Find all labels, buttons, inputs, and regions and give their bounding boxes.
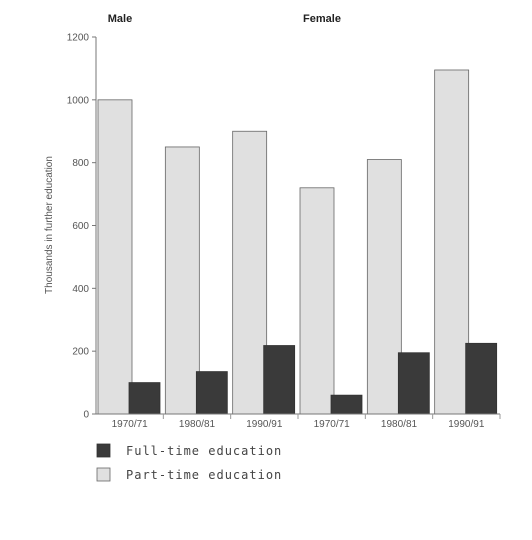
y-tick-label: 0 [83, 410, 89, 421]
y-tick-label: 200 [72, 347, 89, 358]
bar-full-time [330, 394, 363, 415]
group-label-female: Female [303, 13, 341, 25]
bar-part-time [366, 159, 402, 415]
y-tick-label: 400 [72, 284, 89, 295]
bar-full-time [465, 342, 498, 415]
bar-part-time [164, 146, 200, 415]
x-axis: 1970/71 1980/81 1990/91 1970/71 1980/81 1990/… [96, 413, 501, 430]
bar-full-time [263, 345, 296, 415]
x-tick-label: 1970/71 [112, 419, 149, 430]
group-label-male: Male [108, 13, 132, 25]
x-tick-label: 1980/81 [179, 419, 216, 430]
x-tick-label: 1990/91 [448, 419, 485, 430]
x-tick-label: 1980/81 [381, 419, 418, 430]
y-tick-label: 600 [72, 221, 89, 232]
y-tick-label: 1000 [67, 95, 90, 106]
legend: Full-time education Part-time education [96, 443, 282, 482]
bar-part-time [232, 130, 268, 415]
y-axis-label: Thousands in further education [44, 156, 55, 294]
group-labels: Male Female [108, 13, 341, 25]
y-tick-label: 800 [72, 158, 89, 169]
x-tick-label: 1970/71 [314, 419, 351, 430]
bar-part-time [97, 99, 133, 415]
bar-part-time [299, 187, 335, 415]
legend-label: Full-time education [126, 444, 282, 458]
y-tick-label: 1200 [67, 33, 90, 44]
bar-full-time [397, 352, 430, 415]
bar-full-time [128, 382, 161, 415]
bars [97, 69, 498, 415]
legend-label: Part-time education [126, 468, 282, 482]
bar-part-time [434, 69, 470, 415]
bar-full-time [195, 371, 228, 415]
x-tick-label: 1990/91 [246, 419, 283, 430]
legend-swatch [96, 467, 111, 482]
y-axis: 0 200 400 600 800 1000 1200 [67, 33, 97, 421]
legend-swatch [96, 443, 111, 458]
